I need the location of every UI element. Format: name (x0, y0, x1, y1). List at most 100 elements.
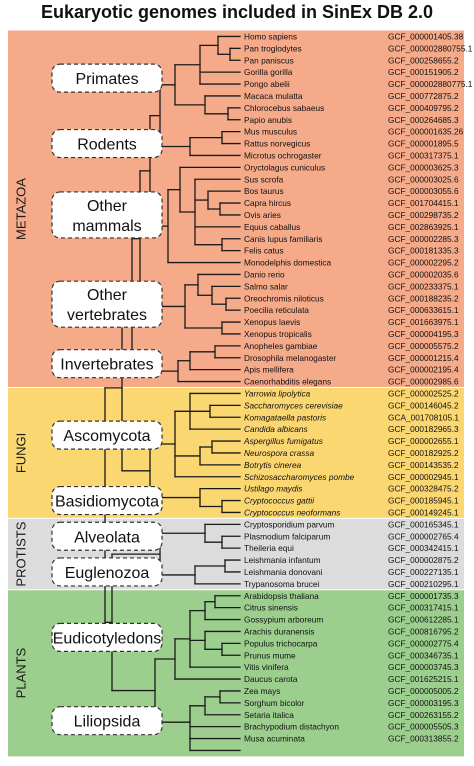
species-name: Anopheles gambiae (244, 341, 318, 351)
clade-label-box (51, 622, 163, 653)
clade-label-box (51, 485, 163, 516)
accession-id: GCF_000342415.1 (388, 543, 459, 553)
accession-id: GCF_000409795.2 (388, 103, 459, 113)
species-name: Populus trichocarpa (244, 638, 318, 648)
accession-id: GCF_000181335.3 (388, 246, 459, 256)
clade-label: Liliopsida (74, 714, 141, 731)
species-name: Apis mellifera (244, 365, 294, 375)
accession-id: GCF_000002035.6 (388, 269, 459, 279)
species-name: Pongo abelii (244, 79, 290, 89)
species-name: Zea mays (244, 686, 280, 696)
accession-id: GCF_000772875.2 (388, 91, 459, 101)
species-name: Gossypium arboreum (244, 615, 323, 625)
kingdom-label-fungi: FUNGI (13, 433, 28, 473)
species-name: Arachis duranensis (244, 626, 315, 636)
species-name: Monodelphis domestica (244, 258, 332, 268)
accession-id: GCF_000346735.1 (388, 650, 459, 660)
accession-id: GCF_000002985.6 (388, 377, 459, 387)
accession-id: GCF_000001635.26 (388, 127, 464, 137)
species-name: Plasmodium falciparum (244, 531, 330, 541)
species-name: Schizosaccharomyces pombe (244, 472, 355, 482)
accession-id: GCF_000258655.2 (388, 55, 459, 65)
species-name: Cryptococcus neoformans (244, 507, 340, 517)
clade-label: Ascomycota (63, 428, 150, 445)
species-name: Mus musculus (244, 127, 297, 137)
accession-id: GCF_000003745.3 (388, 662, 459, 672)
species-name: Cryptosporidium parvum (244, 519, 334, 529)
species-name: Poecilia reticulata (244, 305, 309, 315)
species-name: Brachypodium distachyon (244, 722, 339, 732)
species-name: Capra hircus (244, 198, 291, 208)
accession-id: GCF_000002945.1 (388, 472, 459, 482)
accession-id: GCF_000816795.2 (388, 626, 459, 636)
accession-id: GCF_000001215.4 (388, 353, 459, 363)
accession-id: GCF_000298735.2 (388, 210, 459, 220)
clade-label-box (51, 191, 163, 239)
species-name: Canis lupus familiaris (244, 234, 322, 244)
species-name: Pan paniscus (244, 55, 294, 65)
species-name: Musa acuminata (244, 734, 305, 744)
accession-id: GCF_001663975.1 (388, 317, 459, 327)
accession-id: GCF_000182965.3 (388, 424, 459, 434)
accession-id: GCF_000633615.1 (388, 305, 459, 315)
species-name: Yarrowia lipolytica (244, 388, 311, 398)
species-name: Trypanosoma brucei (244, 579, 319, 589)
accession-id: GCF_000002880755.1 (388, 43, 473, 53)
clade-label: Euglenozoa (65, 565, 150, 582)
species-name: Setaria italica (244, 710, 294, 720)
kingdom-label-plants: PLANTS (13, 647, 28, 698)
accession-id: GCF_000143535.2 (388, 460, 459, 470)
species-name: Rattus norvegicus (244, 139, 310, 149)
clade-label: Other (87, 287, 128, 304)
clade-label: Alveolata (74, 529, 140, 546)
species-name: Leishmania infantum (244, 555, 321, 565)
clade-label: mammals (72, 218, 141, 235)
accession-id: GCF_000002875.2 (388, 555, 459, 565)
species-name: Candida albicans (244, 424, 308, 434)
accession-id: GCF_000328475.2 (388, 484, 459, 494)
accession-id: GCF_000002765.4 (388, 531, 459, 541)
accession-id: GCF_000001895.5 (388, 139, 459, 149)
clade-label: vertebrates (67, 307, 147, 324)
accession-id: GCF_000004195.3 (388, 329, 459, 339)
accession-id: GCF_000003055.6 (388, 186, 459, 196)
accession-id: GCF_000612285.1 (388, 615, 459, 625)
species-name: Oryctolagus cuniculus (244, 162, 325, 172)
species-name: Prunus mume (244, 650, 296, 660)
accession-id: GCF_001704415.1 (388, 198, 459, 208)
accession-id: GCF_000313855.2 (388, 734, 459, 744)
species-name: Ovis aries (244, 210, 281, 220)
accession-id: GCF_000005505.3 (388, 722, 459, 732)
figure-title: Eukaryotic genomes included in SinEx DB … (40, 2, 434, 22)
species-name: Pan troglodytes (244, 43, 302, 53)
species-name: Arabidopsis thaliana (244, 591, 319, 601)
clade-label-box (51, 280, 163, 328)
clade-label: Rodents (77, 137, 137, 154)
accession-id: GCF_000233375.1 (388, 281, 459, 291)
accession-id: GCF_000002285.3 (388, 234, 459, 244)
accession-id: GCF_000003625.3 (388, 162, 459, 172)
clade-label-box (51, 128, 163, 159)
species-name: Botrytis cinerea (244, 460, 302, 470)
accession-id: GCF_000001405.38 (388, 31, 464, 41)
species-name: Theileria equi (244, 543, 294, 553)
species-name: Xenopus laevis (244, 317, 300, 327)
accession-id: GCF_000146045.2 (388, 400, 459, 410)
species-name: Bos taurus (244, 186, 284, 196)
accession-id: GCF_000002880775.1 (388, 79, 473, 89)
clade-label: Eudicotyledons (53, 630, 162, 647)
accession-id: GCF_000149245.1 (388, 507, 459, 517)
clade-label: Other (87, 198, 128, 215)
species-name: Vitis vinifera (244, 662, 289, 672)
accession-id: GCF_001625215.1 (388, 674, 459, 684)
species-name: Oreochromis niloticus (244, 293, 324, 303)
accession-id: GCF_000263155.2 (388, 710, 459, 720)
species-name: Felis catus (244, 246, 284, 256)
accession-id: GCF_000005005.2 (388, 686, 459, 696)
species-name: Microtus ochrogaster (244, 150, 322, 160)
species-name: Aspergillus fumigatus (243, 436, 323, 446)
species-name: Komagataella pastoris (244, 412, 326, 422)
clade-label-box (51, 349, 163, 379)
accession-id: GCF_000317415.1 (388, 603, 459, 613)
